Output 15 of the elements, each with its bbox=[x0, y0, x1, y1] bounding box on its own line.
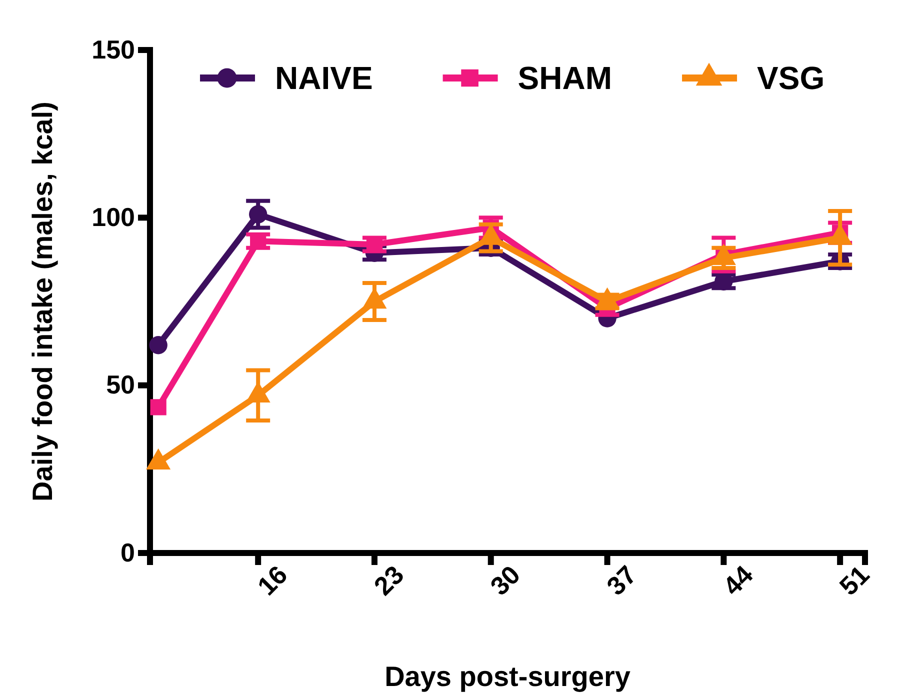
legend-label: SHAM bbox=[518, 60, 612, 96]
y-tick-label: 150 bbox=[92, 34, 135, 64]
x-tick-label: 37 bbox=[600, 560, 642, 602]
legend-label: NAIVE bbox=[275, 60, 373, 96]
x-tick-label: 30 bbox=[484, 560, 526, 602]
y-tick-label: 100 bbox=[92, 202, 135, 232]
x-tick-label: 51 bbox=[833, 560, 876, 602]
y-axis-title: Daily food intake (males, kcal) bbox=[27, 102, 58, 502]
y-tick-label: 50 bbox=[106, 370, 135, 400]
x-axis-title: Days post-surgery bbox=[384, 661, 631, 692]
x-tick-label: 23 bbox=[368, 560, 410, 602]
legend-label: VSG bbox=[757, 60, 825, 96]
y-tick-label: 0 bbox=[120, 537, 135, 568]
x-tick-label: 44 bbox=[717, 559, 760, 602]
x-tick-label: 16 bbox=[251, 560, 294, 602]
